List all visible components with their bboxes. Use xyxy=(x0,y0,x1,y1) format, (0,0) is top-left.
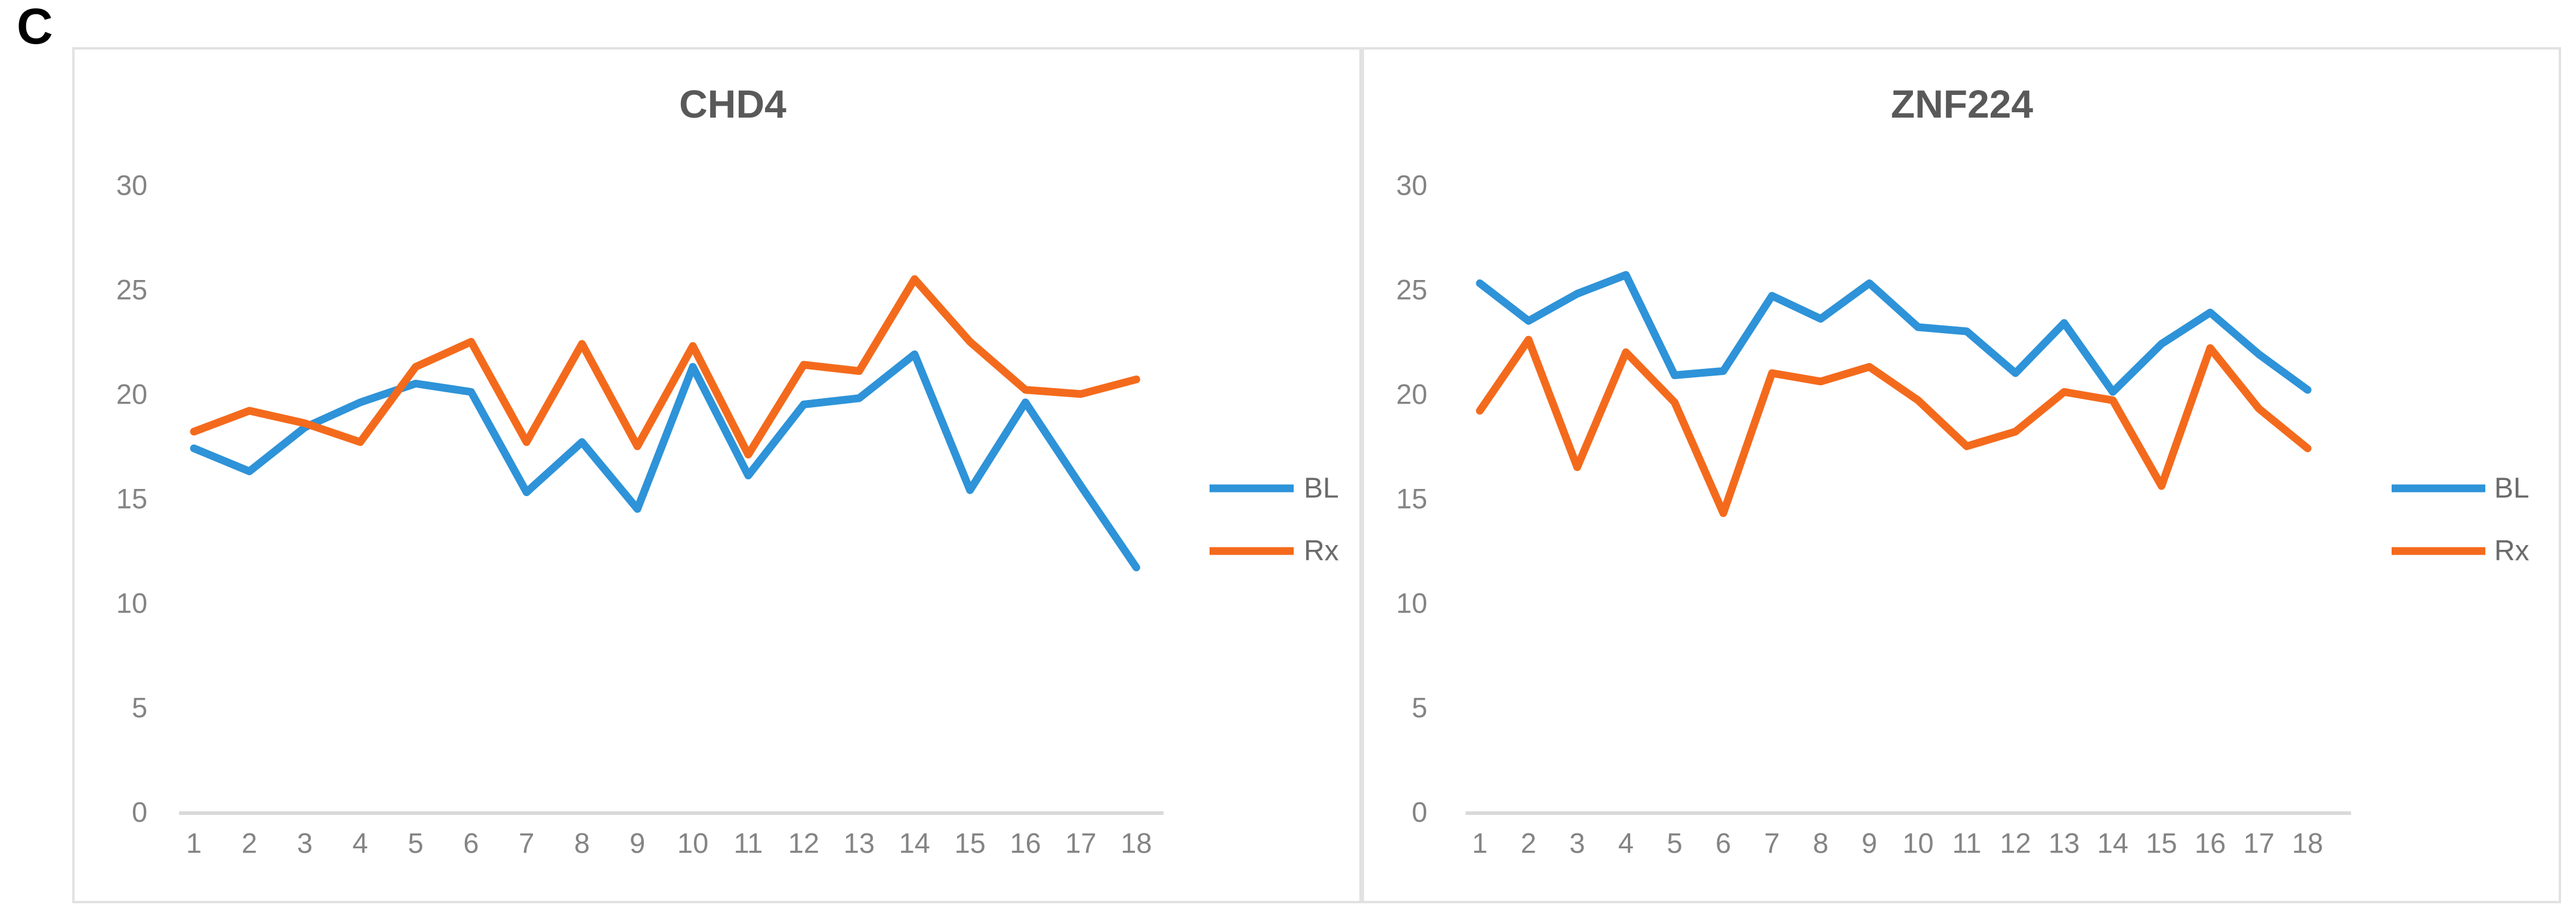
legend-label-bl-chd4: BL xyxy=(1304,473,1339,504)
x-tick-label-znf224: 18 xyxy=(2292,827,2323,859)
y-tick-label-znf224: 20 xyxy=(1396,379,1427,410)
y-tick-label-znf224: 0 xyxy=(1412,796,1427,828)
x-tick-label-chd4: 14 xyxy=(899,827,930,859)
y-tick-label-znf224: 5 xyxy=(1412,692,1427,724)
x-tick-label-chd4: 2 xyxy=(242,827,257,859)
y-tick-label-chd4: 10 xyxy=(116,587,147,619)
x-tick-label-znf224: 13 xyxy=(2049,827,2080,859)
x-tick-label-znf224: 15 xyxy=(2146,827,2177,859)
x-tick-label-chd4: 10 xyxy=(677,827,708,859)
figure-label-c: C xyxy=(17,0,53,54)
x-tick-label-chd4: 4 xyxy=(353,827,368,859)
x-tick-label-znf224: 2 xyxy=(1521,827,1537,859)
chart-title-chd4: CHD4 xyxy=(679,82,786,126)
x-tick-label-chd4: 13 xyxy=(844,827,875,859)
chart-panel-chd4 xyxy=(72,47,1362,903)
y-tick-label-chd4: 30 xyxy=(116,170,147,201)
y-tick-label-znf224: 15 xyxy=(1396,483,1427,515)
y-tick-label-znf224: 30 xyxy=(1396,170,1427,201)
x-tick-label-znf224: 7 xyxy=(1764,827,1780,859)
x-tick-label-chd4: 5 xyxy=(408,827,424,859)
x-tick-label-znf224: 5 xyxy=(1667,827,1682,859)
legend-label-rx-chd4: Rx xyxy=(1304,536,1339,567)
x-tick-label-chd4: 8 xyxy=(574,827,590,859)
x-tick-label-znf224: 17 xyxy=(2243,827,2274,859)
x-tick-label-znf224: 4 xyxy=(1618,827,1634,859)
x-tick-label-znf224: 8 xyxy=(1813,827,1828,859)
x-tick-label-chd4: 17 xyxy=(1065,827,1096,859)
x-tick-label-chd4: 7 xyxy=(519,827,534,859)
y-tick-label-chd4: 15 xyxy=(116,483,147,515)
x-tick-label-chd4: 11 xyxy=(734,827,763,859)
y-tick-label-chd4: 20 xyxy=(116,379,147,410)
y-tick-label-chd4: 25 xyxy=(116,274,147,306)
x-tick-label-znf224: 12 xyxy=(2000,827,2031,859)
legend-label-rx-znf224: Rx xyxy=(2494,536,2529,567)
series-line-bl-chd4 xyxy=(190,350,1140,571)
x-tick-label-znf224: 16 xyxy=(2195,827,2226,859)
y-tick-label-chd4: 5 xyxy=(132,692,147,724)
chart-panel-znf224 xyxy=(1362,47,2561,903)
series-line-bl-znf224 xyxy=(1476,271,2312,396)
x-tick-label-znf224: 1 xyxy=(1472,827,1488,859)
x-tick-label-chd4: 9 xyxy=(630,827,645,859)
x-tick-label-chd4: 16 xyxy=(1010,827,1041,859)
x-tick-label-chd4: 18 xyxy=(1121,827,1152,859)
x-tick-label-znf224: 11 xyxy=(1952,827,1982,859)
x-tick-label-znf224: 3 xyxy=(1569,827,1585,859)
x-tick-label-znf224: 10 xyxy=(1902,827,1933,859)
legend-label-bl-znf224: BL xyxy=(2494,473,2529,504)
x-tick-label-chd4: 12 xyxy=(788,827,819,859)
x-tick-label-znf224: 14 xyxy=(2097,827,2128,859)
series-line-rx-znf224 xyxy=(1476,336,2312,517)
series-line-rx-chd4 xyxy=(190,275,1140,458)
x-tick-label-znf224: 9 xyxy=(1862,827,1877,859)
x-tick-label-chd4: 3 xyxy=(297,827,313,859)
y-tick-label-znf224: 25 xyxy=(1396,274,1427,306)
x-tick-label-znf224: 6 xyxy=(1716,827,1731,859)
chart-title-znf224: ZNF224 xyxy=(1890,82,2034,126)
y-tick-label-chd4: 0 xyxy=(132,796,147,828)
x-tick-label-chd4: 1 xyxy=(186,827,202,859)
y-tick-label-znf224: 10 xyxy=(1396,587,1427,619)
x-tick-label-chd4: 6 xyxy=(463,827,479,859)
x-tick-label-chd4: 15 xyxy=(954,827,985,859)
